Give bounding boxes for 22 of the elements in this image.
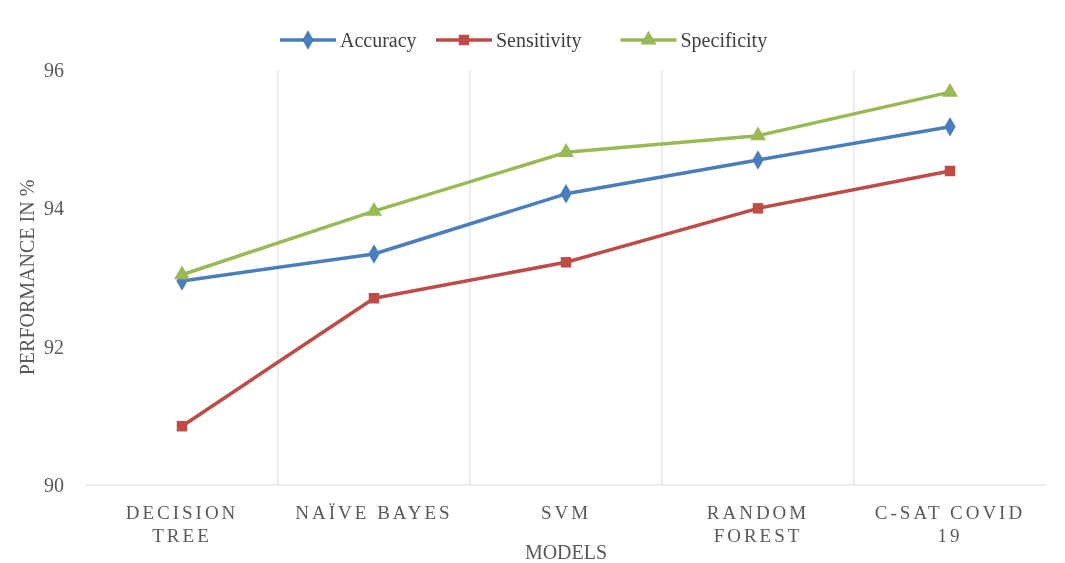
x-tick-label: C-SAT COVID 19 <box>874 502 1026 546</box>
point <box>750 126 766 141</box>
point <box>558 143 574 157</box>
x-tick-label: NAÏVE BAYES <box>295 502 453 523</box>
x-tick-label: SVM <box>540 502 592 523</box>
legend-label: Specificity <box>680 29 768 52</box>
legend-label: Sensitivity <box>496 29 582 52</box>
x-tick-label: DECISION TREE <box>125 502 239 546</box>
y-tick-label: 96 <box>44 59 64 81</box>
x-axis-title: MODELS <box>524 541 608 563</box>
point <box>368 293 380 304</box>
x-tick-label: RANDOM FOREST <box>706 502 810 546</box>
point <box>944 165 956 177</box>
point <box>176 420 188 432</box>
point <box>560 257 572 268</box>
point <box>942 82 958 97</box>
point <box>752 203 764 214</box>
y-axis-title: PERFORMANCE IN % <box>16 179 38 376</box>
y-tick-label: 92 <box>44 335 64 358</box>
y-tick-label: 90 <box>44 474 64 496</box>
legend-label: Accuracy <box>340 29 417 52</box>
y-tick-label: 94 <box>44 197 64 220</box>
